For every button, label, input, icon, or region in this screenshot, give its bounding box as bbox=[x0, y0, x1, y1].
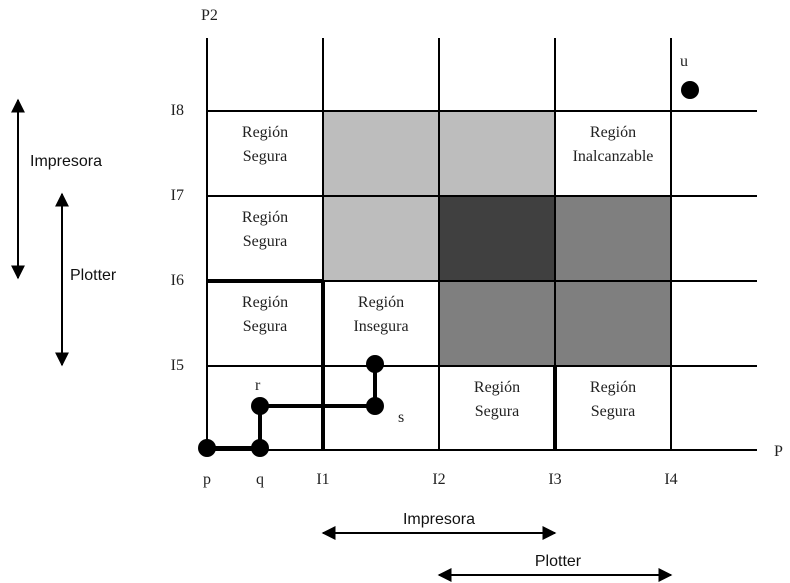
shaded-cell-mid-2 bbox=[439, 281, 555, 366]
y-axis-name: P2 bbox=[201, 7, 218, 24]
region-labels: Región Segura Región Segura Región Segur… bbox=[242, 124, 654, 420]
point-label-s: s bbox=[398, 409, 404, 426]
x-tick-label: I1 bbox=[316, 471, 329, 488]
shaded-cell-mid-3 bbox=[555, 281, 671, 366]
x-tick-label: q bbox=[256, 471, 264, 488]
x-tick-labels: p q I1 I2 I3 I4 bbox=[203, 471, 678, 488]
y-tick-label: I8 bbox=[171, 102, 184, 119]
grid-lines bbox=[206, 38, 757, 451]
point-p bbox=[198, 439, 216, 457]
region-label-line: Segura bbox=[243, 318, 287, 335]
y-tick-label: I6 bbox=[171, 272, 184, 289]
x-tick-label: I3 bbox=[548, 471, 561, 488]
region-label-line: Insegura bbox=[353, 318, 408, 335]
shaded-cell-light-1 bbox=[323, 111, 439, 196]
x-tick-label: p bbox=[203, 471, 211, 488]
left-printer-label: Impresora bbox=[30, 153, 102, 170]
region-label-line: Región bbox=[358, 294, 404, 311]
region-label-line: Región bbox=[242, 209, 288, 226]
y-tick-label: I7 bbox=[171, 187, 184, 204]
left-plotter-label: Plotter bbox=[70, 267, 117, 284]
region-label-line: Segura bbox=[243, 148, 287, 165]
shaded-cell-mid-1 bbox=[555, 196, 671, 281]
region-label-line: Segura bbox=[243, 233, 287, 250]
point-s bbox=[366, 397, 384, 415]
shaded-cell-dark bbox=[439, 196, 555, 281]
x-axis-name: P bbox=[774, 443, 783, 460]
x-tick-label: I2 bbox=[432, 471, 445, 488]
y-tick-labels: I5 I6 I7 I8 bbox=[171, 102, 184, 374]
point-s-top bbox=[366, 355, 384, 373]
point-label-r: r bbox=[255, 377, 261, 394]
trajectory-points bbox=[198, 81, 699, 457]
point-q bbox=[251, 439, 269, 457]
trajectory-path bbox=[207, 364, 377, 450]
bottom-plotter-label: Plotter bbox=[535, 553, 582, 570]
thick-boundaries bbox=[207, 279, 557, 450]
region-label-line: Región bbox=[242, 294, 288, 311]
region-label-line: Región bbox=[590, 124, 636, 141]
point-label-u: u bbox=[680, 53, 688, 70]
point-u bbox=[681, 81, 699, 99]
region-label-line: Región bbox=[474, 379, 520, 396]
shaded-cell-light-2 bbox=[439, 111, 555, 196]
bottom-printer-label: Impresora bbox=[403, 511, 475, 528]
region-label-line: Segura bbox=[475, 403, 519, 420]
point-r bbox=[251, 397, 269, 415]
x-tick-label: I4 bbox=[664, 471, 677, 488]
region-label-line: Inalcanzable bbox=[573, 148, 654, 165]
shaded-cell-light-3 bbox=[323, 196, 439, 281]
region-label-line: Región bbox=[242, 124, 288, 141]
y-tick-label: I5 bbox=[171, 357, 184, 374]
region-label-line: Región bbox=[590, 379, 636, 396]
region-label-line: Segura bbox=[591, 403, 635, 420]
